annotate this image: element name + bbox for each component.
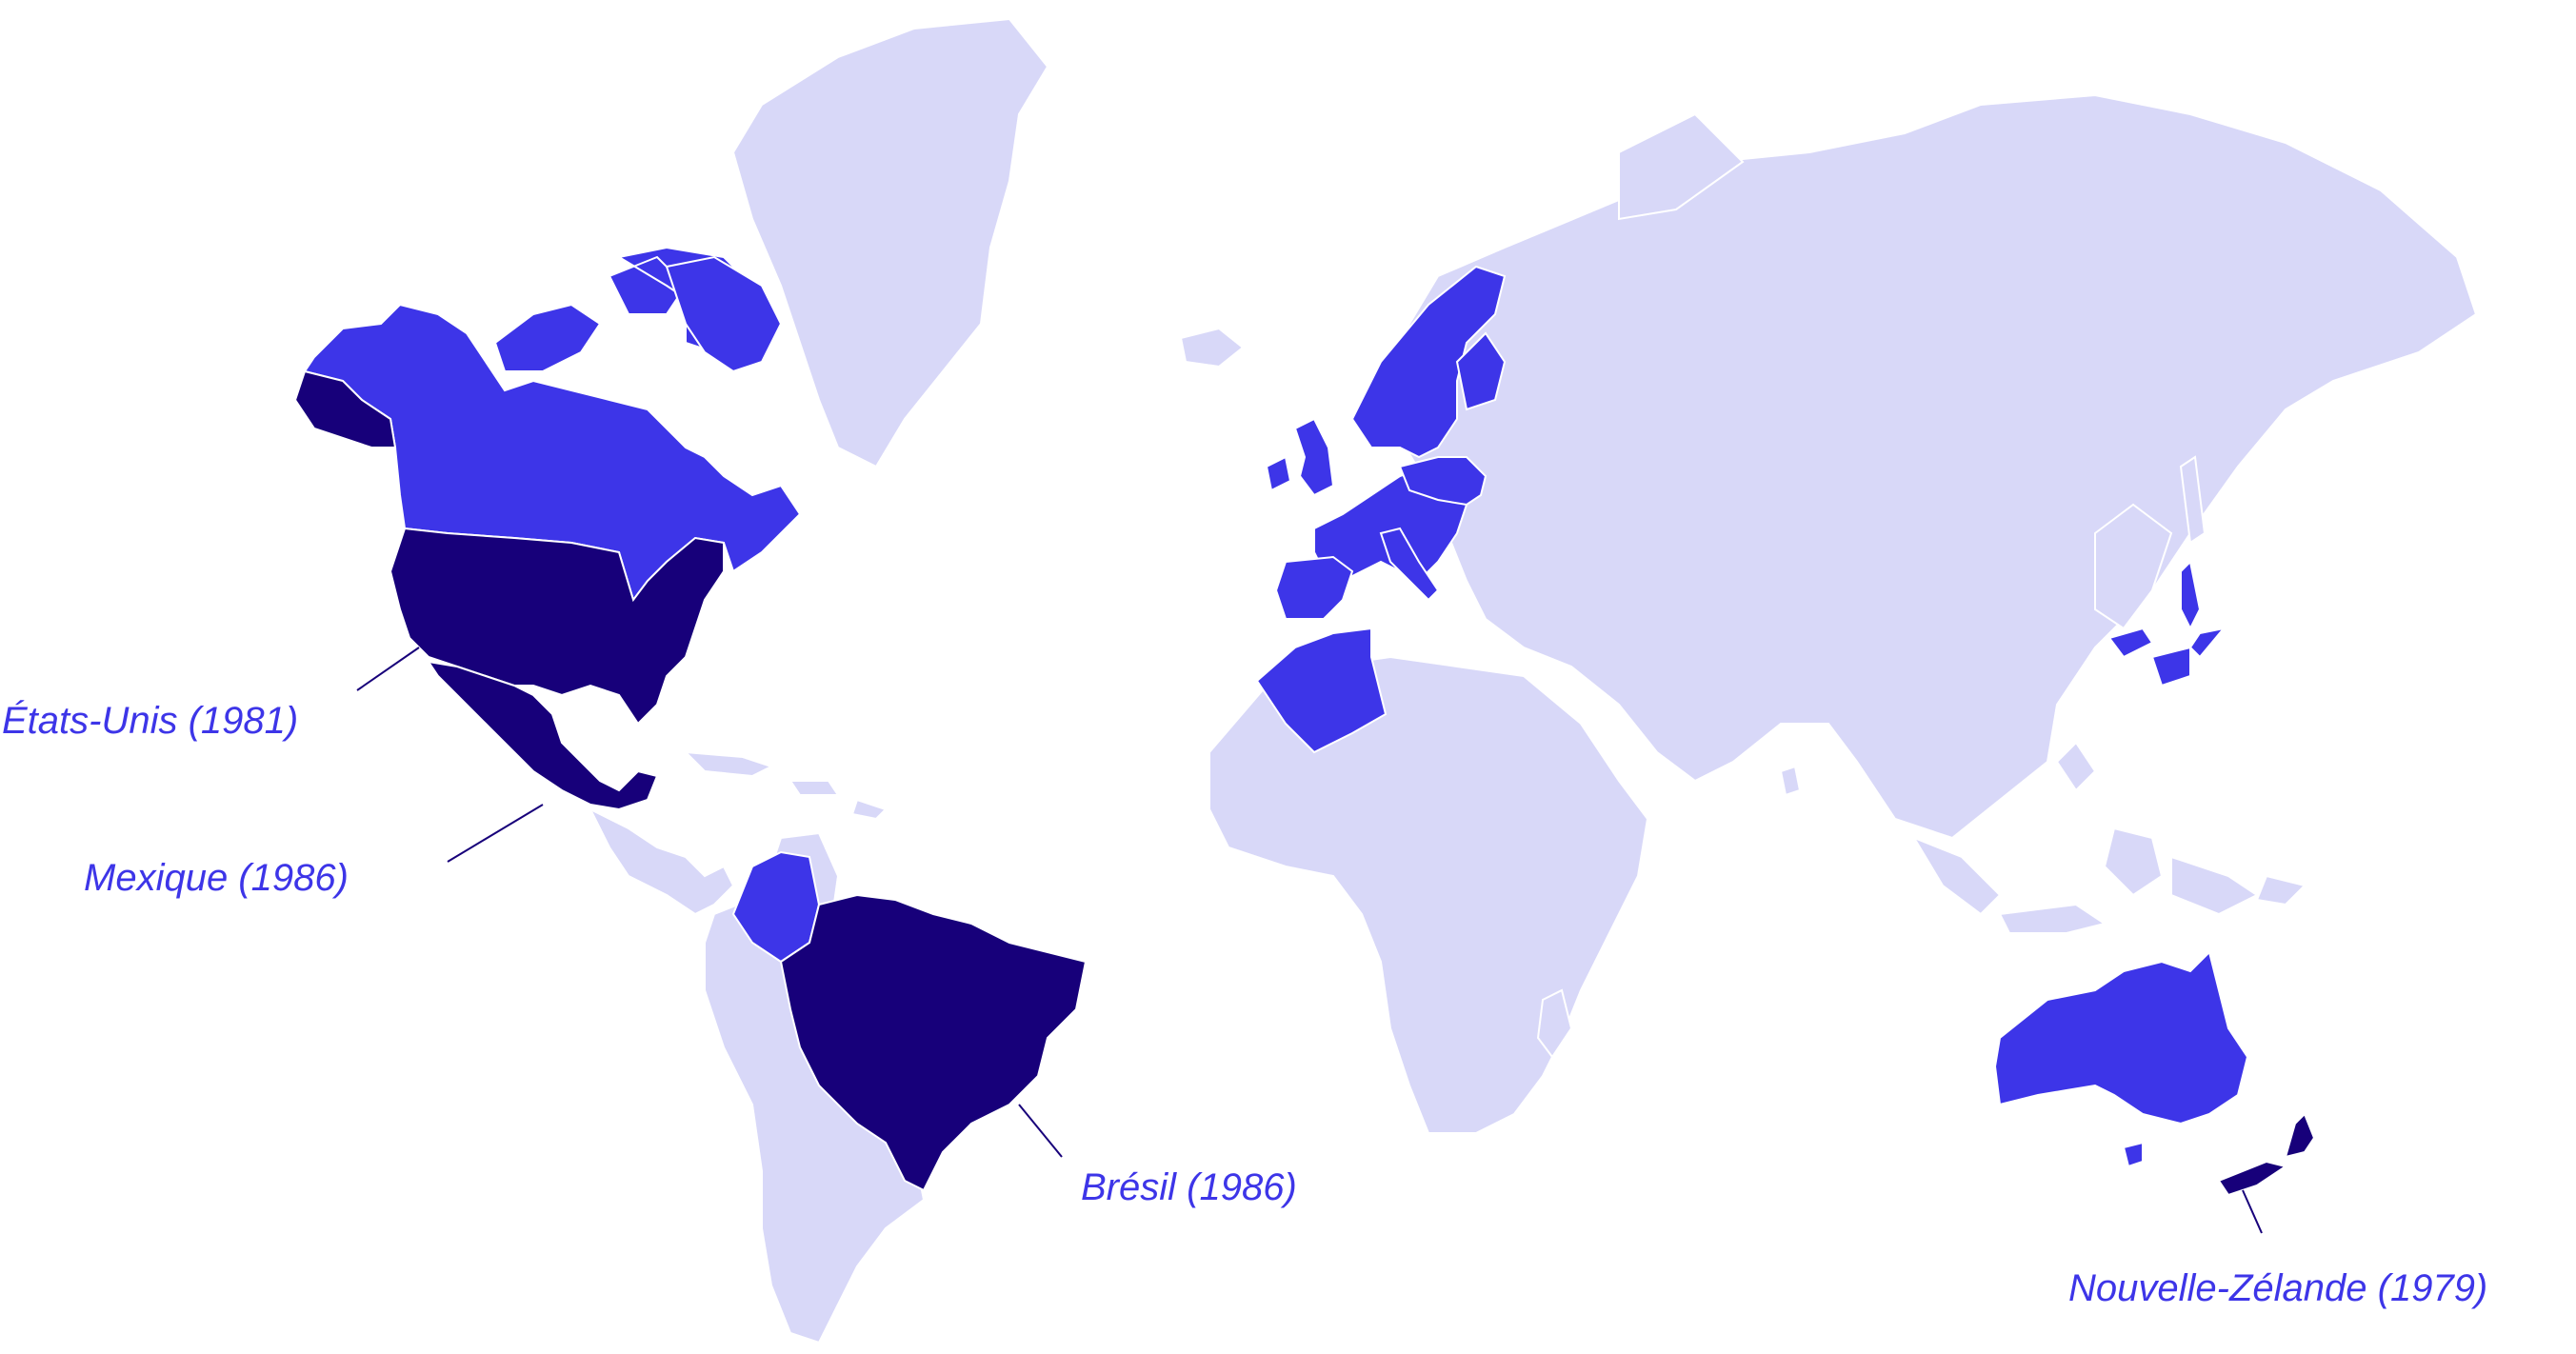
country-labels: États-Unis (1981) Mexique (1986) Brésil … [2,699,2487,1309]
greenland-region [731,17,1049,468]
south-america-region [704,831,926,1344]
baffin-region [665,255,783,373]
brazil-leader-line [1018,1104,1063,1158]
central-america-region [588,806,735,916]
brazil-label: Brésil (1986) [1081,1166,1297,1208]
united-states-region [389,527,725,726]
mexico-region [426,660,659,811]
eastern-europe-region [1398,456,1488,507]
dark-highlight-group [293,369,2316,1197]
usa-label: États-Unis (1981) [2,699,298,742]
new-zealand-label: Nouvelle-Zélande (1979) [2068,1267,2487,1309]
australia-region [1993,950,2249,1125]
alaska-region [293,369,397,448]
italy-region [1379,527,1440,602]
finland-region [1455,331,1507,411]
indonesia-region [1911,741,2306,934]
ireland-region [1265,455,1292,492]
caribbean-region [683,750,888,821]
eurasia-region [1388,93,2478,840]
base-land-group [588,17,2478,1344]
brazil-region [779,893,1088,1192]
new-zealand-south-region [2217,1160,2288,1197]
africa-region [1208,655,1649,1134]
uk-region [1293,417,1335,497]
north-africa-region [1255,627,1388,754]
madagascar-region [1536,988,1573,1059]
japan-south-region [2107,627,2154,659]
mexico-label: Mexique (1986) [84,857,349,899]
medium-highlight-group [303,246,2249,1168]
japan-region [2150,559,2227,687]
new-zealand-north-region [2284,1112,2316,1159]
leader-lines [356,647,2263,1234]
iceland-region [1179,327,1245,368]
mexico-leader-line [447,804,544,863]
canada-region [303,303,802,603]
new-zealand-leader-line [2242,1189,2263,1234]
sakhalin-region [2179,455,2207,545]
tasmania-region [2122,1141,2144,1168]
siberia-region [1618,112,1745,221]
usa-leader-line [356,647,420,691]
sri-lanka-region [1779,765,1802,797]
iberia-region [1274,555,1354,620]
east-asia-region [2094,503,2173,630]
